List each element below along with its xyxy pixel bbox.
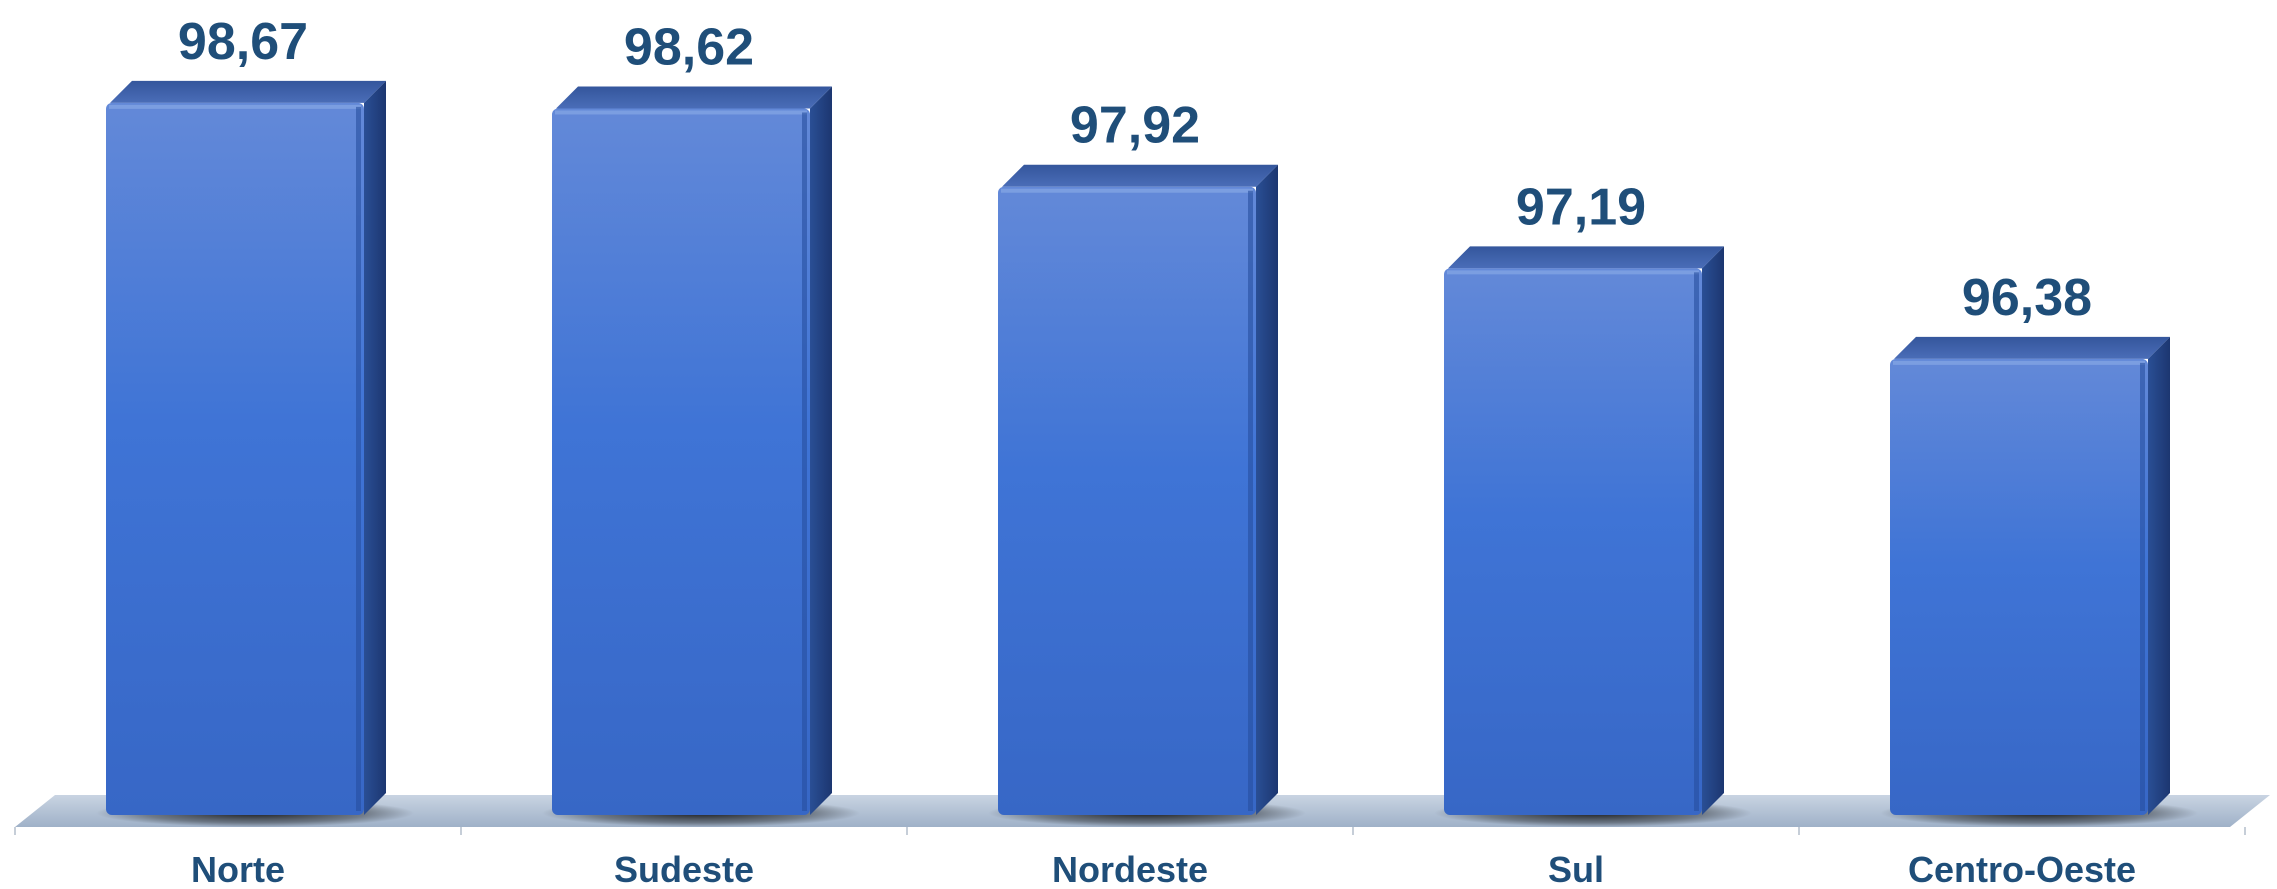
category-label: Sul — [1548, 849, 1604, 889]
value-label: 97,92 — [1070, 97, 1200, 155]
category-label: Sudeste — [614, 849, 754, 889]
bar-edge — [1694, 272, 1699, 811]
bars — [96, 80, 2198, 827]
bar-top — [1894, 336, 2170, 359]
bar-edge — [1248, 190, 1253, 812]
bar-sudeste — [542, 86, 860, 827]
category-label: Centro-Oeste — [1908, 849, 2136, 889]
category-labels: Norte Sudeste Nordeste Sul Centro-Oeste — [191, 849, 2136, 889]
bar-front — [1444, 268, 1702, 815]
value-label: 96,38 — [1962, 269, 2092, 327]
bar-side — [1702, 246, 1724, 815]
bar-highlight — [555, 110, 807, 115]
bar-side — [2148, 336, 2170, 815]
bar-side — [810, 86, 832, 816]
bar-side — [1256, 164, 1278, 816]
bar-edge — [802, 112, 807, 812]
category-label: Nordeste — [1052, 849, 1208, 889]
value-label: 98,62 — [624, 18, 754, 76]
bar-side — [364, 80, 386, 815]
bar-top — [556, 86, 832, 109]
category-label: Norte — [191, 849, 285, 889]
value-label: 98,67 — [178, 13, 308, 71]
data-labels: 98,67 98,62 97,92 97,19 96,38 — [178, 13, 2092, 327]
bar-nordeste — [988, 164, 1306, 827]
bar-edge — [2140, 362, 2145, 811]
bar-centro-oeste — [1880, 336, 2198, 827]
bar-front — [998, 186, 1256, 816]
bar-front — [106, 102, 364, 815]
bar-front — [552, 108, 810, 816]
x-axis-ticks — [14, 827, 2246, 835]
bar-highlight — [1893, 360, 2145, 365]
bar-edge — [356, 106, 361, 811]
bar-top — [1448, 246, 1724, 269]
bar-sul — [1434, 246, 1752, 827]
bar-norte — [96, 80, 414, 827]
bar-highlight — [1001, 188, 1253, 193]
bar-highlight — [1447, 270, 1699, 275]
value-label: 97,19 — [1516, 178, 1646, 236]
bar-front — [1890, 358, 2148, 815]
bar-top — [110, 80, 386, 103]
bar-highlight — [109, 104, 361, 109]
bar-top — [1002, 164, 1278, 187]
